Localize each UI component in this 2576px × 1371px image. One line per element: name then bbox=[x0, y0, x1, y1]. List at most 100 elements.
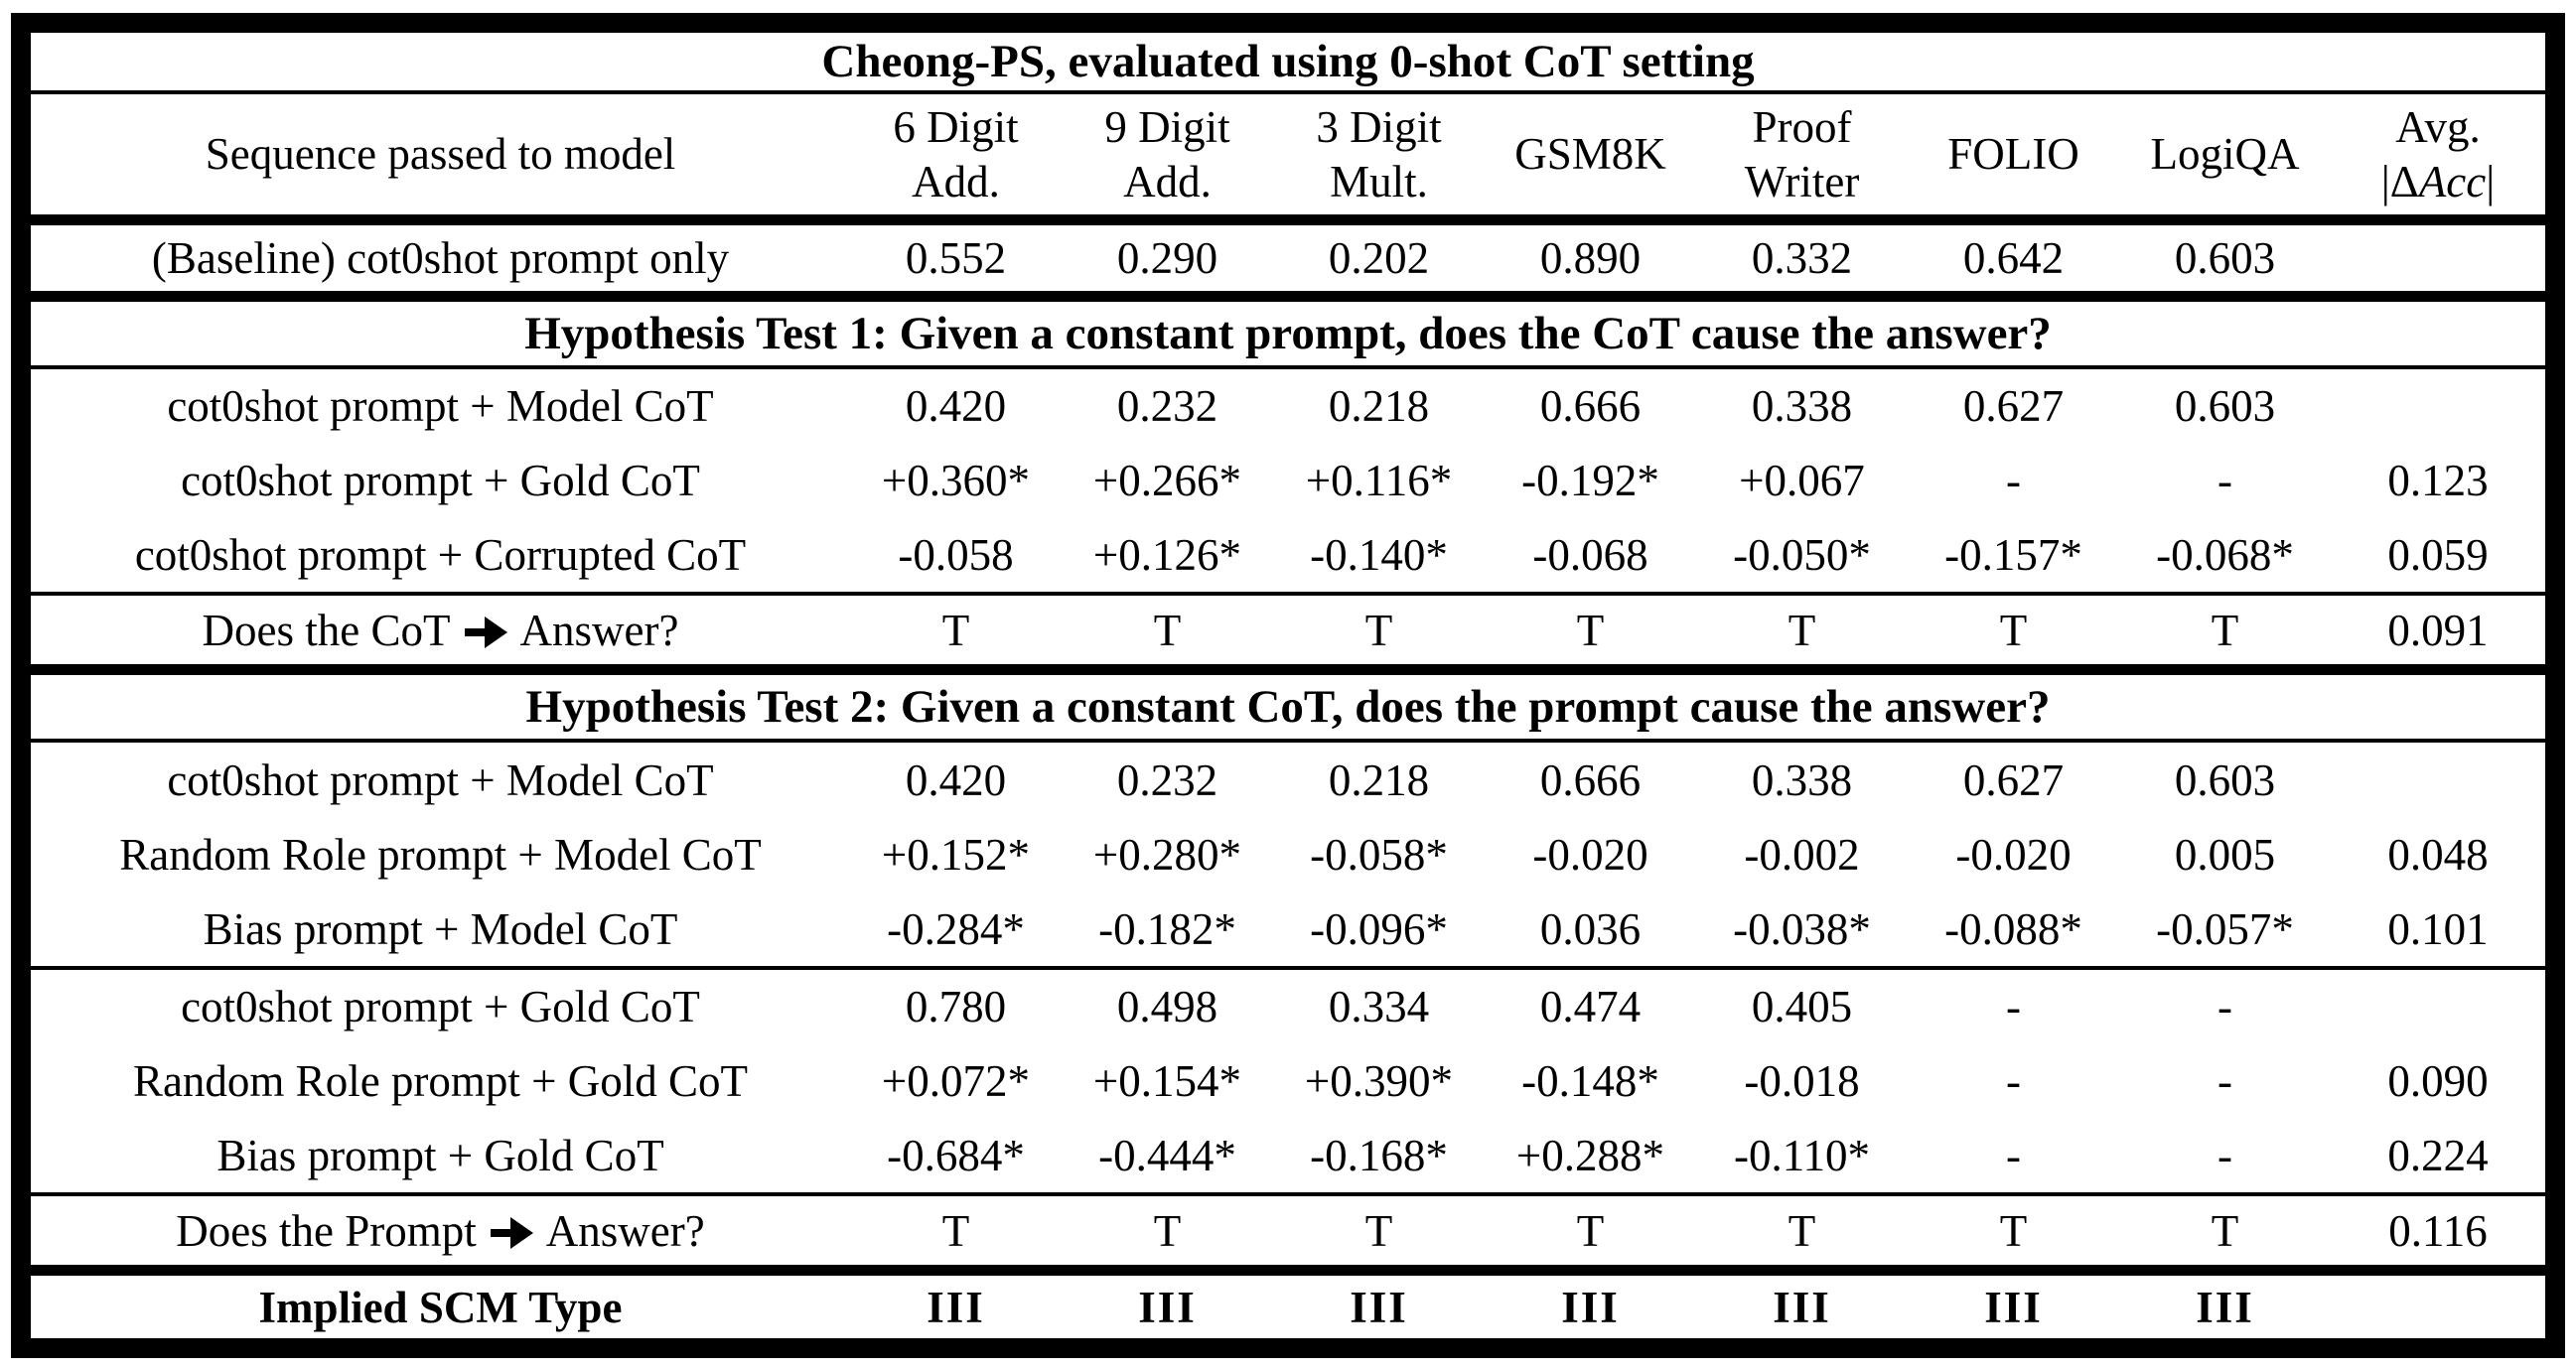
section-header-ht1: Hypothesis Test 1: Given a constant prom… bbox=[21, 296, 2555, 369]
value-cell: -0.140* bbox=[1273, 518, 1485, 597]
value-cell: T bbox=[1696, 594, 1908, 676]
column-header-folio: FOLIO bbox=[1908, 91, 2119, 226]
value-cell: -0.068* bbox=[2119, 518, 2331, 597]
value-cell: 0.218 bbox=[1328, 381, 1430, 432]
value-cell: 0.474 bbox=[1539, 982, 1642, 1032]
table-row-ht2-random-role-model: Random Role prompt + Model CoT +0.152* +… bbox=[21, 817, 2555, 892]
value-cell: 0.498 bbox=[1116, 982, 1218, 1032]
value-cell: -0.057* bbox=[2119, 891, 2331, 970]
table-row-ht2-bias-model: Bias prompt + Model CoT -0.284* -0.182* … bbox=[21, 891, 2555, 970]
value-cell: 0.334 bbox=[1328, 982, 1430, 1032]
table-row-title: Cheong-PS, evaluated using 0-shot CoT se… bbox=[21, 23, 2555, 94]
value-cell: 0.218 bbox=[1328, 754, 1430, 805]
value-cell: 0.627 bbox=[1962, 381, 2065, 432]
column-header-label: Sequence passed to model bbox=[205, 129, 676, 180]
value-cell: 0.890 bbox=[1485, 219, 1696, 302]
value-cell: 0.059 bbox=[2331, 518, 2555, 597]
value-cell: -0.096* bbox=[1273, 891, 1485, 970]
row-label: cot0shot prompt + Gold CoT bbox=[181, 456, 700, 506]
row-label: cot0shot prompt + Model CoT bbox=[167, 381, 714, 432]
value-cell: -0.444* bbox=[1062, 1119, 1273, 1197]
value-cell: 0.048 bbox=[2387, 829, 2489, 880]
value-cell: 0.420 bbox=[905, 381, 1007, 432]
value-cell: +0.390* bbox=[1304, 1056, 1454, 1107]
value-cell: -0.018 bbox=[1744, 1056, 1860, 1107]
value-cell: -0.020 bbox=[1955, 829, 2072, 880]
value-cell: T bbox=[1062, 594, 1273, 676]
value-cell: - bbox=[2218, 456, 2232, 506]
value-cell: 0.290 bbox=[1062, 219, 1273, 302]
value-cell: T bbox=[1273, 1194, 1485, 1277]
column-header-9digit-add: 9 Digit Add. bbox=[1062, 91, 1273, 226]
value-cell: - bbox=[2006, 456, 2021, 506]
value-cell: III bbox=[927, 1282, 985, 1332]
value-cell bbox=[2331, 367, 2555, 443]
value-cell: -0.088* bbox=[1908, 891, 2119, 970]
value-cell: -0.058* bbox=[1310, 829, 1448, 880]
row-label: Bias prompt + Model CoT bbox=[21, 891, 850, 970]
row-label: Random Role prompt + Model CoT bbox=[119, 829, 762, 880]
value-cell: -0.002 bbox=[1744, 829, 1860, 880]
value-cell: +0.067 bbox=[1739, 456, 1865, 506]
value-cell: -0.020 bbox=[1532, 829, 1648, 880]
value-cell: T bbox=[1908, 594, 2119, 676]
row-label: cot0shot prompt + Model CoT bbox=[167, 754, 714, 805]
table-row-ht1-corrupted-cot: cot0shot prompt + Corrupted CoT -0.058 +… bbox=[21, 518, 2555, 597]
column-header-avg-delta-acc: Avg. |ΔAcc| bbox=[2331, 91, 2555, 226]
value-cell: 0.405 bbox=[1751, 982, 1853, 1032]
column-header-sequence: Sequence passed to model bbox=[21, 91, 850, 226]
value-cell: 0.780 bbox=[905, 982, 1007, 1032]
value-cell: III bbox=[1350, 1282, 1408, 1332]
value-cell: 0.603 bbox=[2174, 754, 2276, 805]
value-cell: +0.360* bbox=[881, 456, 1031, 506]
table-row-ht2-model-cot: cot0shot prompt + Model CoT 0.420 0.232 … bbox=[21, 741, 2555, 816]
value-cell: T bbox=[1485, 594, 1696, 676]
value-cell: T bbox=[850, 1194, 1062, 1277]
value-cell: 0.627 bbox=[1962, 754, 2065, 805]
column-header-proofwriter: Proof Writer bbox=[1696, 91, 1908, 226]
table-title: Cheong-PS, evaluated using 0-shot CoT se… bbox=[21, 23, 2555, 94]
value-cell: -0.168* bbox=[1273, 1119, 1485, 1197]
value-cell: 0.338 bbox=[1751, 381, 1853, 432]
value-cell: 0.116 bbox=[2331, 1194, 2555, 1277]
value-cell bbox=[2331, 219, 2555, 302]
value-cell: 0.338 bbox=[1751, 754, 1853, 805]
value-cell: III bbox=[1984, 1282, 2043, 1332]
value-cell: - bbox=[2006, 1056, 2021, 1107]
value-cell: 0.420 bbox=[905, 754, 1007, 805]
row-label: Random Role prompt + Gold CoT bbox=[132, 1056, 749, 1107]
column-header-logiqa: LogiQA bbox=[2119, 91, 2331, 226]
table-row-ht1-gold-cot: cot0shot prompt + Gold CoT +0.360* +0.26… bbox=[21, 443, 2555, 518]
table-row-scm-type: Implied SCM Type III III III III III III… bbox=[21, 1271, 2555, 1348]
delta-acc-label: |ΔAcc| bbox=[2380, 156, 2496, 206]
table-row-ht2-random-role-gold: Random Role prompt + Gold CoT +0.072* +0… bbox=[21, 1043, 2555, 1119]
results-table: Cheong-PS, evaluated using 0-shot CoT se… bbox=[11, 13, 2565, 1358]
value-cell: T bbox=[2119, 1194, 2331, 1277]
row-label: Bias prompt + Gold CoT bbox=[21, 1119, 850, 1197]
value-cell: 0.642 bbox=[1908, 219, 2119, 302]
table-row-ht2-question: Does the Prompt Answer? T T T T T T T 0.1… bbox=[21, 1194, 2555, 1277]
value-cell: III bbox=[1138, 1282, 1197, 1332]
value-cell: -0.684* bbox=[850, 1119, 1062, 1197]
value-cell: 0.090 bbox=[2387, 1056, 2489, 1107]
value-cell: - bbox=[2006, 982, 2021, 1032]
table-row-ht1-question: Does the CoT Answer? T T T T T T T 0.091 bbox=[21, 594, 2555, 676]
value-cell: 0.332 bbox=[1696, 219, 1908, 302]
value-cell: T bbox=[1062, 1194, 1273, 1277]
value-cell: - bbox=[2119, 1119, 2331, 1197]
value-cell: 0.101 bbox=[2331, 891, 2555, 970]
table-row-section-ht1: Hypothesis Test 1: Given a constant prom… bbox=[21, 296, 2555, 369]
value-cell: +0.072* bbox=[881, 1056, 1031, 1107]
value-cell: III bbox=[1561, 1282, 1620, 1332]
table-row-header: Sequence passed to model 6 Digit Add. 9 … bbox=[21, 91, 2555, 226]
column-header-6digit-add: 6 Digit Add. bbox=[850, 91, 1062, 226]
value-cell: +0.126* bbox=[1062, 518, 1273, 597]
value-cell: 0.552 bbox=[850, 219, 1062, 302]
value-cell bbox=[2331, 968, 2555, 1043]
value-cell: 0.232 bbox=[1116, 381, 1218, 432]
value-cell: III bbox=[1773, 1282, 1831, 1332]
value-cell: +0.280* bbox=[1092, 829, 1242, 880]
value-cell: -0.058 bbox=[850, 518, 1062, 597]
value-cell: 0.123 bbox=[2387, 456, 2489, 506]
value-cell: T bbox=[1908, 1194, 2119, 1277]
